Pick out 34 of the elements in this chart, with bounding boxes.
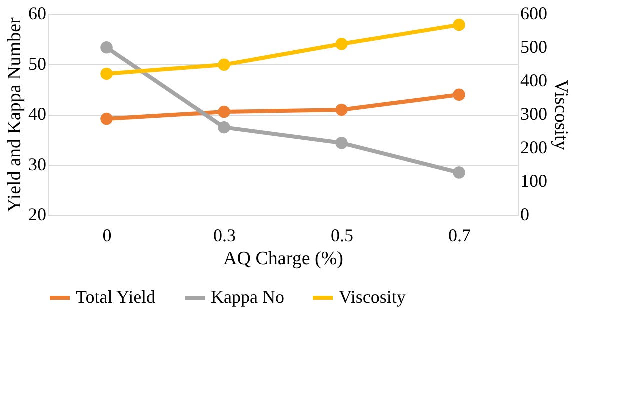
y-tick-label: 20: [28, 204, 46, 224]
legend-label: Kappa No: [211, 287, 284, 307]
point: [336, 38, 348, 50]
legend-label: Viscosity: [339, 287, 406, 307]
point: [218, 106, 230, 118]
y-tick-label: 40: [28, 104, 46, 124]
point: [100, 42, 113, 54]
y2-tick-label: 400: [520, 70, 548, 90]
y2-tick-label: 500: [520, 37, 548, 57]
x-tick-label: 0.5: [331, 226, 354, 246]
y-tick-label: 30: [28, 154, 46, 174]
y2-tick-label: 200: [520, 138, 548, 158]
y-axis-title: Yield and Kappa Number: [4, 16, 26, 212]
y2-tick-label: 0: [520, 204, 530, 224]
point: [218, 121, 230, 134]
y-tick-label: 60: [28, 4, 46, 24]
point: [453, 18, 466, 32]
point: [336, 137, 348, 150]
x-axis-title: AQ Charge (%): [224, 248, 344, 270]
y-tick-label: 50: [28, 54, 46, 74]
point: [218, 58, 230, 72]
x-tick-label: 0.7: [448, 226, 471, 246]
y2-tick-label: 600: [520, 4, 548, 24]
point: [336, 104, 348, 116]
x-tick-label: 0: [102, 226, 112, 246]
y2-axis-title: Viscosity: [550, 80, 572, 151]
x-tick-label: 0.3: [214, 226, 236, 246]
legend-label: Total Yield: [76, 287, 156, 307]
point: [453, 166, 466, 179]
point: [453, 88, 466, 102]
point: [100, 112, 113, 126]
y2-tick-label: 300: [520, 104, 548, 124]
y2-tick-label: 100: [520, 171, 548, 191]
point: [100, 68, 113, 80]
